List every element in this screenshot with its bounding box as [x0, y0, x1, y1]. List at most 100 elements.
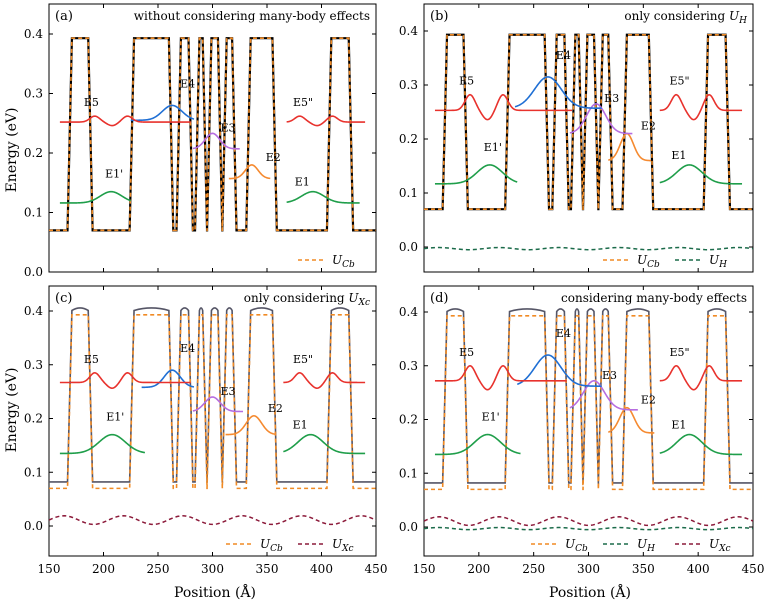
x-tick-label: 300 [577, 562, 600, 576]
x-tick-label: 250 [522, 562, 545, 576]
x-tick-label: 400 [310, 562, 333, 576]
state-line-e1p [434, 433, 521, 456]
x-tick-label: 400 [687, 562, 710, 576]
state-label: E2 [266, 151, 281, 164]
state-label: E1' [484, 141, 502, 154]
legend-label: UH [637, 537, 655, 554]
legend-label: UCb [565, 537, 588, 554]
y-tick-label: 0.3 [24, 358, 43, 372]
state-label: E1 [295, 176, 310, 189]
panel-title: only considering UXc [244, 291, 370, 308]
state-line-e1 [283, 433, 366, 455]
state-line-e5p [283, 372, 366, 390]
y-tick-label: 0.4 [399, 305, 418, 319]
state-label: E5 [459, 75, 474, 88]
state-line-e1 [659, 433, 743, 456]
plot-frame [48, 285, 377, 557]
state-line-e1p [434, 164, 518, 185]
x-tick-label: 350 [632, 562, 655, 576]
state-line-e2 [225, 415, 276, 436]
x-tick-label: 350 [256, 562, 279, 576]
state-label: E2 [641, 394, 656, 407]
state-label: E5 [84, 96, 99, 109]
y-tick-label: 0.4 [24, 27, 43, 41]
state-label: E5" [670, 75, 690, 88]
panel-3: 0.0 0.1 0.2 0.3 0.4 150 200 250 300 350 400 450 E1' E… [399, 285, 765, 576]
plot-frame [423, 285, 754, 557]
y-tick-label: 0.0 [399, 520, 418, 534]
state-line-e4 [514, 76, 602, 110]
state-label: E2 [268, 402, 283, 415]
state-label: E3 [604, 92, 619, 105]
state-label: E1' [482, 411, 500, 424]
state-line-e2 [607, 406, 655, 434]
x-tick-label: 250 [147, 562, 170, 576]
legend-label: UXc [709, 537, 731, 554]
x-tick-label: 450 [742, 562, 765, 576]
effective-band-line [424, 33, 753, 211]
x-tick-label: 150 [413, 562, 436, 576]
y-tick-label: 0.3 [399, 78, 418, 92]
x-tick-label: 300 [201, 562, 224, 576]
y-axis-label-top: Energy (eV) [4, 108, 20, 193]
state-label: E5 [459, 346, 474, 359]
legend-label: UXc [332, 537, 354, 554]
y-tick-label: 0.4 [24, 304, 43, 318]
state-label: E2 [641, 120, 656, 133]
y-axis-label-bottom: Energy (eV) [4, 368, 20, 453]
panel-label: (b) [430, 9, 448, 24]
y-tick-label: 0.2 [399, 413, 418, 427]
state-line-e5 [59, 372, 191, 390]
state-line-e4 [516, 354, 602, 387]
u-cb-line [49, 313, 376, 490]
state-label: E1' [106, 411, 124, 424]
u-cb-line [49, 37, 376, 232]
state-label: E1 [671, 149, 686, 162]
state-line-e3 [192, 132, 240, 150]
state-label: E4 [180, 342, 195, 355]
state-label: E5" [293, 353, 313, 366]
panel-label: (d) [430, 291, 448, 306]
state-label: E4 [556, 49, 571, 62]
u-cb-line [424, 33, 753, 210]
plot-frame [423, 3, 754, 273]
panel-title: without considering many-body effects [134, 9, 370, 23]
state-label: E5 [84, 353, 99, 366]
state-label: E1 [671, 419, 686, 432]
state-line-e3 [569, 379, 638, 411]
state-line-e5 [59, 115, 191, 127]
panel-2: 0.0 0.1 0.2 0.3 0.4 150 200 250 300 350 400 450 E1' E… [24, 285, 388, 576]
state-line-e2 [608, 132, 652, 162]
legend-label: UCb [332, 253, 355, 270]
panel-1: 0.0 0.1 0.2 0.3 0.4 E1' E1 E2 E3 E4 E5 E5" (b) only c… [399, 3, 754, 273]
state-label: E5" [293, 96, 313, 109]
state-line-e5p [659, 93, 743, 121]
state-line-e1 [286, 190, 360, 204]
y-tick-label: 0.3 [24, 87, 43, 101]
state-line-e5p [659, 364, 743, 391]
u-xc-line [424, 516, 753, 527]
x-tick-label: 200 [467, 562, 490, 576]
panel-title: only considering UH [624, 9, 747, 26]
effective-band-line [49, 307, 376, 483]
state-line-e5 [434, 364, 567, 391]
x-tick-label: 450 [365, 562, 388, 576]
state-label: E4 [556, 327, 571, 340]
panel-0: 0.0 0.1 0.2 0.3 0.4 E1' E1 E2 E3 E4 E5 E5" (a) withou… [24, 3, 377, 279]
y-tick-label: 0.0 [399, 240, 418, 254]
state-line-e1 [659, 164, 743, 185]
u-cb-line [424, 314, 753, 491]
state-line-e3 [192, 396, 244, 413]
panel-label: (a) [55, 9, 73, 24]
panel-title: considering many-body effects [561, 291, 747, 305]
state-line-e5p [286, 115, 366, 127]
y-tick-label: 0.4 [399, 24, 418, 38]
u-h-line [424, 526, 753, 531]
state-line-e1p [59, 433, 146, 455]
y-tick-label: 0.3 [399, 359, 418, 373]
state-line-e5 [434, 93, 573, 121]
x-tick-label: 150 [38, 562, 61, 576]
y-tick-label: 0.1 [399, 466, 418, 480]
legend-label: UH [709, 253, 727, 270]
